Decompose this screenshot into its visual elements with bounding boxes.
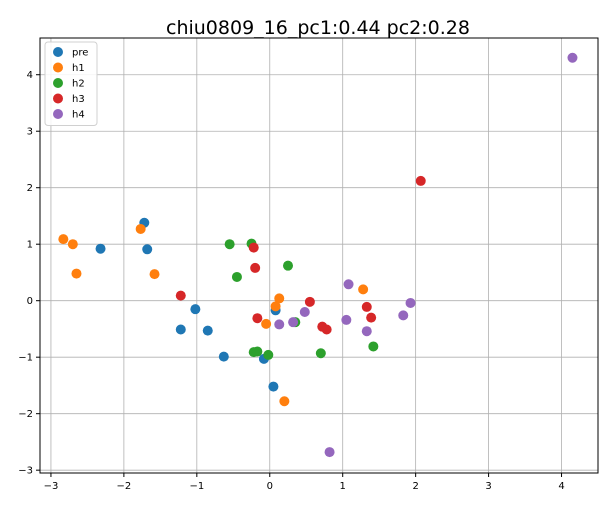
point-h2 (283, 260, 293, 271)
point-h3 (321, 324, 332, 335)
point-h4 (324, 447, 335, 458)
point-h4 (274, 319, 285, 330)
point-h4 (361, 326, 372, 337)
legend-marker-pre (53, 47, 63, 57)
legend: pre h1 h2 h3 h4 (44, 41, 98, 126)
point-h4 (398, 310, 409, 321)
point-h1 (274, 293, 285, 304)
point-h4 (343, 279, 354, 290)
x-tick-label: −2 (117, 481, 132, 492)
point-pre (95, 243, 106, 254)
legend-label-pre: pre (72, 48, 88, 59)
point-h1 (58, 234, 69, 245)
axis-ticks: −3 −2 −1 0 1 2 3 4 −3 −2 −1 0 1 2 3 4 (18, 70, 564, 492)
y-tick-label: 2 (27, 183, 33, 194)
point-h4 (299, 306, 310, 317)
x-tick-label: 3 (485, 481, 491, 492)
legend-label-h1: h1 (72, 63, 85, 74)
point-h2 (231, 271, 242, 282)
point-h4 (341, 314, 352, 325)
legend-box (44, 41, 98, 126)
data-points (58, 52, 578, 458)
point-h1 (67, 239, 78, 250)
point-h3 (415, 175, 426, 186)
point-pre (202, 325, 213, 336)
legend-label-h4: h4 (72, 110, 85, 121)
point-h3 (175, 290, 186, 301)
x-tick-label: 4 (558, 481, 564, 492)
point-h3 (248, 242, 259, 253)
point-h1 (358, 284, 369, 295)
y-tick-label: −2 (18, 409, 33, 420)
point-h1 (71, 268, 82, 279)
point-pre (142, 244, 153, 255)
y-tick-label: −3 (18, 466, 33, 477)
point-h3 (304, 296, 315, 307)
point-pre (268, 381, 279, 392)
point-h1 (261, 318, 272, 329)
legend-marker-h3 (53, 93, 63, 104)
point-h1 (135, 223, 146, 234)
point-h4 (567, 52, 578, 63)
point-h3 (252, 313, 263, 324)
point-h2 (315, 348, 326, 359)
point-pre (190, 304, 201, 315)
point-pre (175, 324, 186, 335)
x-tick-label: 2 (412, 481, 418, 492)
point-h3 (250, 262, 261, 273)
x-tick-label: −3 (44, 481, 59, 492)
legend-marker-h2 (53, 78, 63, 88)
chart-title: chiu0809_16_pc1:0.44 pc2:0.28 (166, 17, 470, 39)
point-h3 (366, 312, 377, 323)
x-tick-label: −1 (189, 481, 204, 492)
point-h1 (270, 301, 281, 312)
point-h2 (263, 349, 274, 360)
legend-label-h3: h3 (72, 94, 85, 105)
point-h1 (279, 396, 290, 407)
legend-marker-h4 (53, 109, 63, 119)
y-tick-label: 4 (27, 70, 33, 81)
y-tick-label: 1 (27, 240, 33, 251)
x-tick-label: 1 (340, 481, 346, 492)
grid-lines (40, 38, 598, 473)
point-h2 (368, 341, 379, 352)
legend-marker-h1 (53, 62, 63, 73)
x-tick-label: 0 (267, 481, 273, 492)
plot-area-frame (39, 37, 599, 474)
point-h4 (405, 297, 416, 308)
legend-label-h2: h2 (72, 79, 85, 90)
point-h4 (288, 317, 299, 328)
point-h3 (361, 301, 372, 312)
point-h2 (224, 239, 235, 250)
point-h2 (252, 346, 263, 357)
y-tick-label: 3 (27, 127, 33, 138)
point-pre (218, 351, 229, 362)
y-tick-label: 0 (27, 296, 33, 307)
y-tick-label: −1 (18, 353, 33, 364)
point-h1 (149, 269, 160, 280)
